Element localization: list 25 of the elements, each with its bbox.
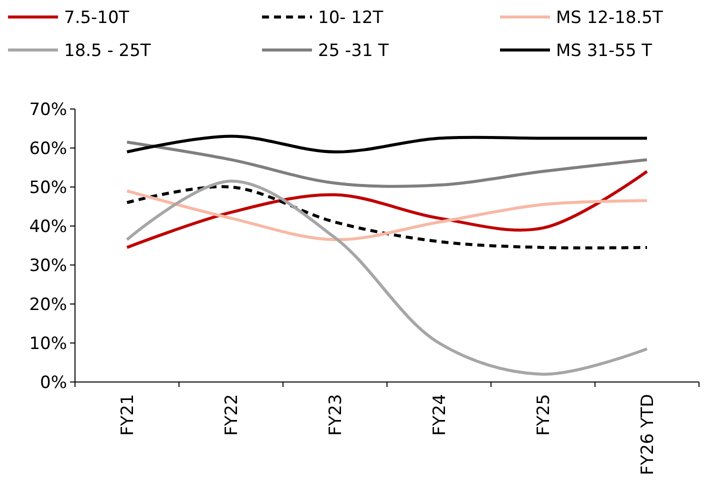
y-tick-label: 40% [29,216,67,237]
line-series [126,185,648,250]
x-tick-label: FY21 [118,394,138,436]
line-series [126,189,648,242]
legend-label: 25 -31 T [318,40,390,61]
legend-label: MS 31-55 T [556,40,653,61]
x-tick-label: FY22 [222,394,242,436]
x-tick-label: FY25 [534,394,554,436]
legend-label: 18.5 - 25T [64,40,152,61]
y-tick-label: 70% [29,100,67,120]
line-series [126,180,648,376]
y-tick-label: 60% [29,138,67,159]
x-tick-label: FY23 [326,394,346,436]
y-tick-label: 20% [29,294,67,315]
legend-label: 10- 12T [318,8,384,28]
line-series [126,170,648,249]
y-tick-label: 0% [40,372,67,393]
y-tick-label: 10% [29,334,67,354]
y-tick-label: 30% [29,256,67,276]
legend-label: MS 12-18.5T [556,8,664,28]
x-tick-label: FY26 YTD [638,394,658,476]
legend-label: 7.5-10T [64,8,130,28]
line-series [126,140,648,188]
y-tick-label: 50% [29,178,67,198]
x-tick-label: FY24 [430,394,450,436]
